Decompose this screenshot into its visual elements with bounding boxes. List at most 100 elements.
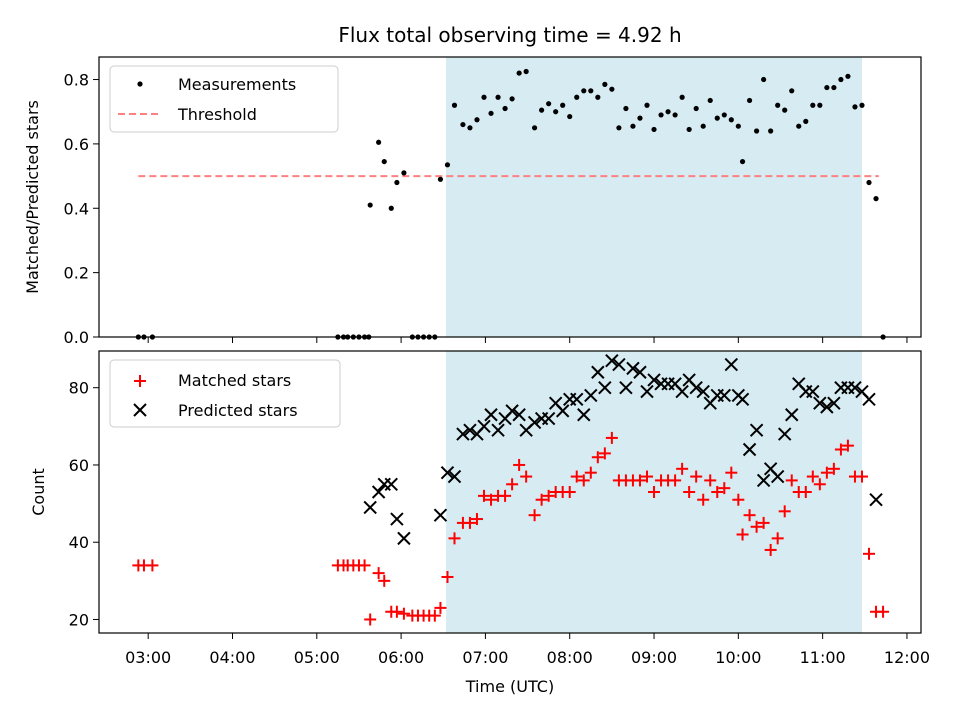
matched-point <box>841 439 854 452</box>
legend-measurements-label: Measurements <box>178 75 296 94</box>
matched-point <box>506 478 519 491</box>
bottom-y-ticks: 20 40 60 80 <box>69 379 99 629</box>
predicted-point <box>598 380 612 395</box>
y-tick-label: 0.0 <box>64 328 89 347</box>
matched-point <box>725 466 738 479</box>
measurement-point <box>588 88 594 94</box>
x-tick-label: 12:00 <box>884 648 930 667</box>
y-tick-label: 60 <box>69 456 89 475</box>
predicted-point <box>696 384 710 399</box>
measurement-point <box>546 101 552 107</box>
matched-point <box>757 516 770 529</box>
matched-point <box>648 486 661 498</box>
predicted-point <box>456 427 470 441</box>
measurement-point <box>602 81 608 87</box>
measurement-point <box>460 121 466 128</box>
predicted-point <box>477 419 491 434</box>
measurement-point <box>495 94 501 100</box>
matched-point <box>478 489 491 502</box>
predicted-point <box>827 396 841 410</box>
measurement-point <box>437 176 444 182</box>
matched-point <box>690 470 703 483</box>
bottom-axes-frame <box>98 350 922 634</box>
matched-point <box>570 470 583 483</box>
x-tick-label: 03:00 <box>125 648 171 667</box>
predicted-point <box>397 531 411 546</box>
measurement-point <box>574 94 580 100</box>
matched-point <box>485 493 498 506</box>
measurement-point <box>394 179 400 186</box>
matched-point <box>463 516 476 529</box>
measurement-point <box>866 179 872 186</box>
predicted-point <box>605 353 619 368</box>
predicted-point <box>371 485 386 499</box>
predicted-point <box>633 365 647 379</box>
measurement-point <box>845 73 851 79</box>
matched-point <box>736 528 749 541</box>
measurement-point <box>474 117 480 123</box>
matched-point <box>499 489 512 502</box>
predicted-stars-series <box>363 353 883 546</box>
matched-point <box>364 613 377 626</box>
predicted-point <box>724 357 739 372</box>
measurement-point <box>672 112 678 118</box>
matched-point <box>743 509 756 522</box>
measurement-point <box>488 110 494 116</box>
measurement-point <box>609 86 615 92</box>
matched-point <box>711 486 724 498</box>
predicted-point <box>742 442 757 457</box>
matched-point <box>397 607 410 620</box>
measurement-point <box>367 202 373 208</box>
y-tick-label: 40 <box>69 533 89 552</box>
x-axis-label: Time (UTC) <box>465 677 554 696</box>
y-tick-label: 20 <box>69 610 89 629</box>
predicted-point <box>749 423 764 437</box>
predicted-point <box>777 427 792 441</box>
measurement-point <box>824 84 830 91</box>
matched-point <box>683 486 696 498</box>
predicted-point <box>717 388 731 403</box>
matched-point <box>535 493 548 506</box>
matched-point <box>434 601 447 614</box>
top-y-ticks: 0.0 0.2 0.4 0.6 0.8 <box>64 71 99 347</box>
measurement-point <box>789 88 795 94</box>
measurement-point <box>728 117 734 123</box>
measurement-point <box>852 104 858 110</box>
measurement-point <box>803 118 809 124</box>
measurement-point <box>761 76 767 83</box>
legend-matched-label: Matched stars <box>178 371 291 390</box>
measurement-point <box>746 97 753 104</box>
matched-point <box>577 474 590 487</box>
measurement-point <box>581 88 587 94</box>
x-tick-label: 11:00 <box>800 648 846 667</box>
predicted-point <box>584 388 598 403</box>
predicted-point <box>527 415 542 430</box>
predicted-point <box>491 423 505 437</box>
measurement-point <box>707 97 713 104</box>
matched-point <box>378 574 391 587</box>
matched-point <box>771 532 784 545</box>
y-tick-label: 0.8 <box>64 71 89 90</box>
measurement-point <box>754 128 760 134</box>
matched-point <box>764 543 777 556</box>
x-tick-label: 10:00 <box>715 648 761 667</box>
measurement-point <box>523 68 529 75</box>
measurement-point <box>539 107 545 113</box>
predicted-point <box>463 423 477 437</box>
measurement-point <box>817 102 823 108</box>
matched-point <box>697 493 710 506</box>
predicted-point <box>363 500 377 515</box>
predicted-point <box>577 408 591 422</box>
legend-predicted-label: Predicted stars <box>178 401 298 420</box>
predicted-point <box>848 380 862 395</box>
bottom-ylabel: Count <box>29 468 48 516</box>
predicted-point <box>820 400 834 414</box>
matched-point <box>448 532 461 545</box>
measurement-point <box>401 170 407 176</box>
matched-stars-series <box>132 431 890 626</box>
predicted-point <box>541 411 556 426</box>
matched-point <box>785 474 798 487</box>
measurement-point <box>796 123 802 129</box>
matched-point <box>441 570 454 583</box>
measurement-point <box>768 128 774 134</box>
